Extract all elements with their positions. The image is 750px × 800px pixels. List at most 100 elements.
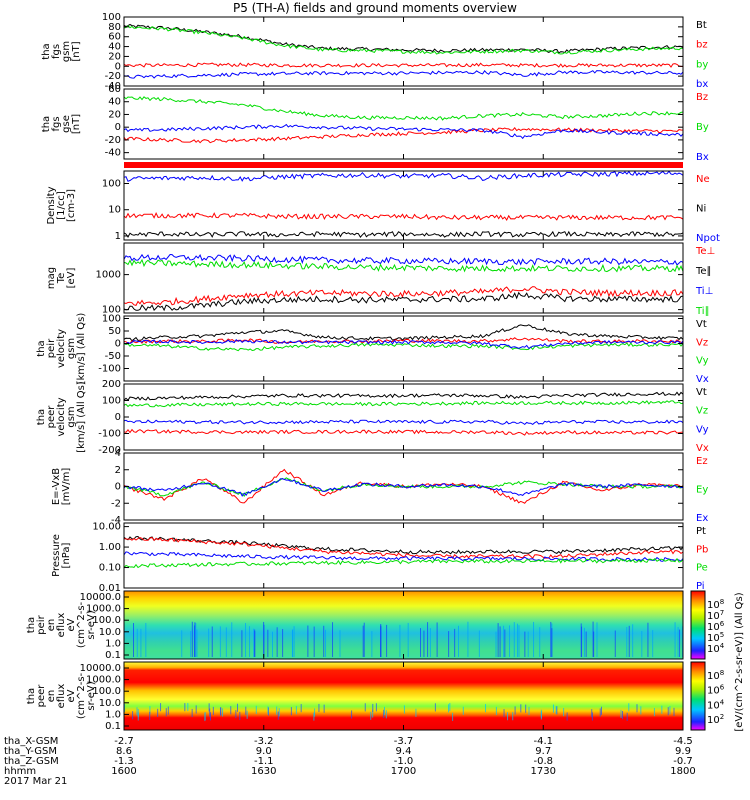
series-line-Pi	[123, 551, 684, 562]
x-tick-label: 8.6	[116, 746, 132, 757]
y-tick-label: -40	[105, 148, 121, 159]
y-tick-label: 10	[108, 205, 121, 216]
x-tick-label: -0.7	[673, 756, 693, 767]
panel-ylabel: (cm^2-s-	[76, 672, 87, 719]
panel-ylabel: peir	[36, 614, 47, 634]
date-label: 2017 Mar 21	[4, 776, 67, 787]
panel-ylabel: gse	[61, 115, 72, 133]
panel-ylabel: [cm-3]	[66, 189, 77, 222]
y-tick-label: 100.0	[92, 686, 121, 697]
x-tick-label: -3.2	[254, 736, 274, 747]
panel-ylabel: [km/s] (All Qs)	[76, 313, 87, 385]
panel-ylabel: eV	[66, 618, 77, 631]
series-line-Bx	[123, 123, 684, 140]
x-tick-label: 1700	[391, 766, 416, 777]
colorbar-tick-label: 106	[707, 684, 725, 697]
colorbar-tick-label: 102	[707, 713, 724, 726]
spectrogram-image	[124, 662, 683, 730]
panel-ylabel: en	[46, 690, 57, 703]
legend-entry: Te∥	[695, 266, 712, 277]
panel-ylabel: mag	[46, 267, 57, 289]
legend-entry: Ey	[696, 485, 708, 496]
panel-density: Density [1/cc] [cm-3] 100 10 1 Ne Ni Npot	[46, 170, 720, 244]
panel-ylabel: gsm	[61, 41, 72, 62]
x-tick-label: 9.4	[396, 746, 412, 757]
colorbar	[690, 590, 706, 660]
panel-ylabel: velocity	[56, 329, 67, 368]
panel-ylabel: sr-eV)	[86, 610, 97, 639]
panel-pressure: Pressure [nPa] 10.00 1.00 0.10 0.01 Pt Pb Pe Pi	[51, 522, 708, 594]
panel-ylabel: Pressure	[51, 534, 62, 577]
x-tick-label: -4.1	[533, 736, 553, 747]
y-tick-label: 20	[108, 51, 121, 62]
y-tick-label: 10.00	[92, 522, 121, 533]
legend-entry: Pe	[696, 563, 708, 574]
legend-entry: Ez	[696, 456, 708, 467]
y-tick-label: 1.0	[105, 709, 121, 720]
y-tick-label: 0.01	[99, 583, 121, 594]
series-line-Te⊥	[123, 286, 684, 306]
panel-ylabel: [nT]	[71, 114, 82, 134]
legend-entry: Vz	[696, 406, 708, 417]
panel-frame	[123, 242, 684, 314]
x-tick-label: 9.0	[256, 746, 272, 757]
y-tick-label: 40	[108, 42, 121, 53]
y-tick-label: 10000.0	[80, 592, 121, 603]
y-tick-label: 10.0	[99, 698, 121, 709]
series-line-Vy	[123, 342, 684, 352]
panel-peir-spectrogram: tha peir en eflux eV (cm^2-s-sr-eV)10000.0100…	[26, 590, 725, 661]
footer-label: tha_Y-GSM	[4, 746, 57, 757]
x-tick-label: 1730	[531, 766, 556, 777]
y-tick-label: 0.1	[105, 650, 121, 661]
y-tick-label: 60	[108, 84, 121, 95]
panel-efield: E=-VxB [mV/m] 4 2 0 -2 -4 Ez Ey Ex	[51, 448, 708, 526]
y-tick-label: -40	[105, 81, 121, 92]
panel-peir-velocity: tha peir velocity gsm [km/s] (All Qs) 100500-…	[36, 313, 709, 385]
series-line-Vt	[123, 324, 684, 342]
x-tick-label: 9.7	[535, 746, 551, 757]
y-tick-label: 1.00	[99, 542, 121, 553]
legend-entry: Ti⊥	[695, 286, 713, 297]
panel-ylabel: E=-VxB	[51, 468, 62, 505]
series-line-Ni	[123, 230, 684, 238]
panel-peer-velocity: tha peer velocity gsm [km/s] (All Qs) 200 100 0…	[36, 379, 709, 456]
y-tick-label: 100	[102, 179, 121, 190]
series-line-bx	[123, 69, 684, 79]
y-tick-label: 10000.0	[80, 663, 121, 674]
y-tick-label: 40	[108, 97, 121, 108]
footer-label: tha_X-GSM	[4, 736, 58, 747]
legend-entry: bz	[696, 40, 708, 51]
legend-entry: by	[696, 59, 708, 70]
y-tick-label: 4	[115, 448, 121, 459]
footer-label: hhmm	[4, 766, 36, 777]
x-tick-label: -1.3	[114, 756, 134, 767]
y-tick-label: 50	[108, 326, 121, 337]
legend-entry: Bt	[696, 20, 707, 31]
y-tick-label: 100	[102, 12, 121, 23]
x-tick-label: -1.1	[254, 756, 274, 767]
y-tick-label: -50	[105, 351, 121, 362]
x-tick-label: 9.9	[675, 746, 691, 757]
legend-entry: Vt	[696, 319, 707, 330]
panel-ylabel: peir	[46, 338, 57, 358]
legend-entry: Ni	[696, 204, 706, 215]
legend-entry: Pb	[696, 544, 708, 555]
y-tick-label: 0	[115, 61, 121, 72]
panel-ylabel: [mV/m]	[61, 468, 72, 506]
legend-entry: Vy	[696, 424, 709, 435]
y-tick-label: 0	[115, 339, 121, 350]
panel-ylabel: gsm	[66, 338, 77, 359]
legend-entry: Bz	[696, 92, 708, 103]
x-tick-label: -3.7	[394, 736, 414, 747]
panel-peer-spectrogram: tha peer en eflux eV (cm^2-s-sr-eV)10000.0100…	[26, 661, 725, 732]
panel-ylabel: Te	[56, 273, 67, 285]
y-tick-label: -20	[105, 135, 121, 146]
panel-ylabel: [km/s] (All Qs)	[76, 381, 87, 453]
y-tick-label: 0	[115, 412, 121, 423]
series-line-Ti⊥	[123, 253, 684, 266]
x-tick-label: -2.7	[114, 736, 134, 747]
series-line-Ez	[123, 468, 684, 504]
series-line-Vy	[123, 419, 684, 426]
